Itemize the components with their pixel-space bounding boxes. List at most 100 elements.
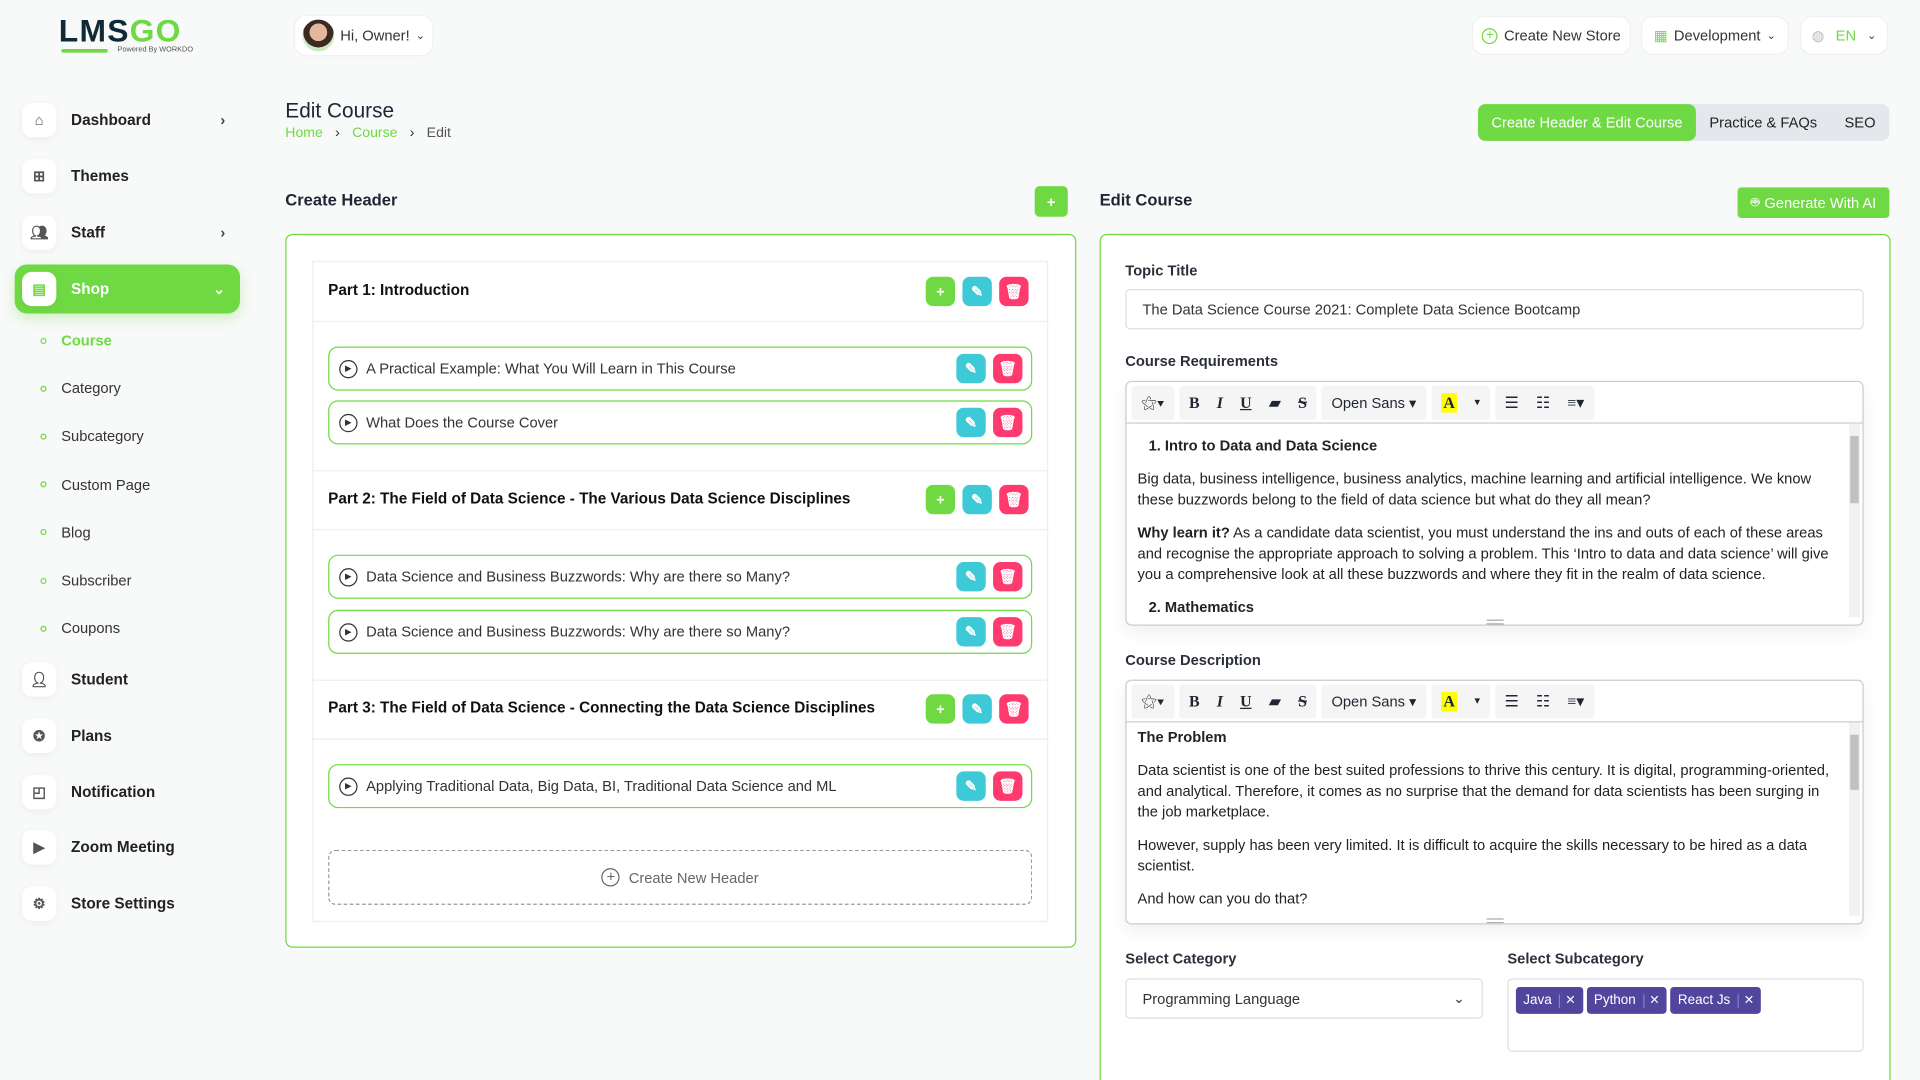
requirements-content[interactable]: 1. Intro to Data and Data Science Big da…	[1127, 423, 1863, 618]
resize-handle[interactable]	[1485, 918, 1504, 924]
lesson-item[interactable]: ▶ Applying Traditional Data, Big Data, BI…	[328, 764, 1033, 809]
language-select[interactable]: ◍ EN ⌄	[1800, 15, 1889, 56]
magic-wand-icon[interactable]: ⚝▾	[1141, 691, 1165, 710]
user-menu[interactable]: Hi, Owner! ⌄	[293, 14, 434, 57]
sidebar-subitem-course[interactable]: Course	[40, 332, 112, 349]
delete-button[interactable]: 🗑︎	[993, 617, 1023, 647]
bullet-list-icon[interactable]: ☰	[1504, 392, 1519, 411]
sidebar-subitem-coupons[interactable]: Coupons	[40, 620, 120, 637]
breadcrumb: Home › Course › Edit	[285, 126, 451, 141]
bold-button[interactable]: B	[1188, 691, 1200, 710]
create-new-header-button[interactable]: + Create New Header	[328, 849, 1033, 905]
edit-button[interactable]: ✎	[956, 407, 986, 438]
sidebar-subitem-category[interactable]: Category	[40, 380, 121, 397]
text-color-button[interactable]: A	[1440, 392, 1458, 413]
edit-button[interactable]: ✎	[956, 771, 986, 801]
tab-practice-faqs[interactable]: Practice & FAQs	[1709, 113, 1818, 132]
strikethrough-button[interactable]: S	[1298, 691, 1307, 710]
delete-button[interactable]: 🗑︎	[999, 276, 1029, 307]
sidebar-item-dashboard[interactable]: ⌂ Dashboard ›	[15, 96, 240, 145]
lesson-item[interactable]: ▶ A Practical Example: What You Will Lear…	[328, 346, 1033, 391]
editor-toolbar: ⚝▾ B I U ▰ S Open Sans ▾ A ▾ ☰ ☷ ≡▾	[1126, 382, 1863, 424]
edit-button[interactable]: ✎	[962, 694, 992, 724]
font-select[interactable]: Open Sans ▾	[1331, 393, 1417, 411]
sidebar-item-staff[interactable]: 👥︎ Staff ›	[15, 208, 240, 257]
lesson-item[interactable]: ▶ What Does the Course Cover ✎ 🗑︎	[328, 400, 1033, 445]
edit-icon: ✎	[970, 282, 984, 301]
italic-button[interactable]: I	[1216, 691, 1223, 710]
sidebar-item-shop[interactable]: ▤ Shop ⌄	[14, 264, 241, 314]
sidebar-subitem-subcategory[interactable]: Subcategory	[40, 428, 144, 445]
edit-button[interactable]: ✎	[956, 353, 986, 384]
resize-handle[interactable]	[1485, 619, 1504, 625]
logo[interactable]: LMSGO Powered By WORKDO	[58, 12, 194, 54]
sidebar-subitem-custom-page[interactable]: Custom Page	[40, 476, 150, 493]
sidebar-subitem-subscriber[interactable]: Subscriber	[40, 572, 131, 589]
delete-button[interactable]: 🗑︎	[993, 407, 1023, 438]
scrollbar[interactable]	[1848, 722, 1861, 916]
description-label: Course Description	[1125, 651, 1261, 669]
bullet-icon	[40, 337, 47, 344]
eraser-icon[interactable]: ▰	[1268, 392, 1281, 411]
tab-seo[interactable]: SEO	[1844, 113, 1876, 132]
edit-button[interactable]: ✎	[962, 484, 992, 515]
strikethrough-button[interactable]: S	[1298, 392, 1307, 411]
eraser-icon[interactable]: ▰	[1268, 691, 1281, 710]
magic-wand-icon[interactable]: ⚝▾	[1141, 392, 1165, 411]
remove-tag-icon[interactable]: ✕	[1559, 993, 1575, 1008]
delete-button[interactable]: 🗑︎	[999, 484, 1029, 515]
add-lesson-button[interactable]: +	[925, 276, 956, 307]
font-select[interactable]: Open Sans ▾	[1331, 692, 1417, 710]
numbered-list-icon[interactable]: ☷	[1535, 392, 1551, 411]
breadcrumb-course[interactable]: Course	[352, 126, 398, 141]
subcategory-multiselect[interactable]: Java ✕ Python ✕ React Js ✕	[1507, 978, 1864, 1052]
caret-down-icon[interactable]: ▾	[1474, 395, 1481, 408]
sidebar-item-notification[interactable]: ◰ Notification	[15, 768, 240, 817]
remove-tag-icon[interactable]: ✕	[1737, 993, 1754, 1008]
lesson-item[interactable]: ▶ Data Science and Business Buzzwords: Wh…	[328, 609, 1033, 654]
underline-button[interactable]: U	[1240, 691, 1252, 710]
delete-button[interactable]: 🗑︎	[993, 353, 1023, 384]
description-content[interactable]: The Problem Data scientist is one of the…	[1127, 722, 1863, 916]
delete-button[interactable]: 🗑︎	[993, 562, 1023, 592]
trash-icon: 🗑︎	[998, 413, 1018, 432]
breadcrumb-home[interactable]: Home	[285, 126, 323, 141]
numbered-list-icon[interactable]: ☷	[1535, 691, 1551, 710]
align-icon[interactable]: ≡▾	[1567, 691, 1585, 710]
sidebar-item-plans[interactable]: ✪ Plans	[15, 711, 240, 760]
sidebar-item-themes[interactable]: ⊞ Themes	[15, 152, 240, 201]
edit-button[interactable]: ✎	[962, 276, 992, 307]
sidebar-item-zoom-meeting[interactable]: ▶ Zoom Meeting	[15, 823, 240, 872]
topic-title-input[interactable]: The Data Science Course 2021: Complete D…	[1125, 288, 1864, 330]
workspace-select[interactable]: ▦ Development ⌄	[1640, 15, 1789, 56]
underline-button[interactable]: U	[1240, 392, 1252, 411]
play-icon: ▶	[339, 413, 358, 432]
delete-button[interactable]: 🗑︎	[993, 771, 1023, 801]
remove-tag-icon[interactable]: ✕	[1643, 993, 1660, 1008]
lesson-item[interactable]: ▶ Data Science and Business Buzzwords: Wh…	[328, 554, 1033, 599]
scrollbar[interactable]	[1848, 423, 1861, 618]
create-store-button[interactable]: + Create New Store	[1471, 15, 1632, 56]
requirements-editor[interactable]: ⚝▾ B I U ▰ S Open Sans ▾ A ▾ ☰ ☷ ≡▾ 1. Intro to…	[1125, 380, 1864, 626]
bold-button[interactable]: B	[1188, 392, 1200, 411]
italic-button[interactable]: I	[1216, 392, 1223, 411]
bullet-list-icon[interactable]: ☰	[1504, 691, 1519, 710]
add-header-button[interactable]: +	[1034, 186, 1068, 217]
add-lesson-button[interactable]: +	[925, 484, 956, 515]
add-lesson-button[interactable]: +	[925, 694, 956, 724]
generate-ai-button[interactable]: 🤖︎ Generate With AI	[1737, 187, 1890, 218]
create-header-title: Create Header	[285, 191, 398, 210]
sidebar-subitem-blog[interactable]: Blog	[40, 524, 91, 541]
category-select[interactable]: Programming Language ⌄	[1125, 978, 1483, 1019]
tab-create-header[interactable]: Create Header & Edit Course	[1477, 104, 1696, 141]
delete-button[interactable]: 🗑︎	[999, 694, 1029, 724]
part-actions: + ✎ 🗑︎	[925, 276, 1029, 307]
caret-down-icon[interactable]: ▾	[1474, 694, 1481, 707]
sidebar-item-student[interactable]: 👤︎ Student	[15, 655, 240, 704]
edit-button[interactable]: ✎	[956, 562, 986, 592]
align-icon[interactable]: ≡▾	[1567, 392, 1585, 411]
sidebar-item-store-settings[interactable]: ⚙ Store Settings	[15, 879, 240, 928]
text-color-button[interactable]: A	[1440, 691, 1458, 711]
description-editor[interactable]: ⚝▾ B I U ▰ S Open Sans ▾ A ▾ ☰ ☷ ≡▾ The Problem…	[1125, 679, 1864, 925]
edit-button[interactable]: ✎	[956, 617, 986, 647]
